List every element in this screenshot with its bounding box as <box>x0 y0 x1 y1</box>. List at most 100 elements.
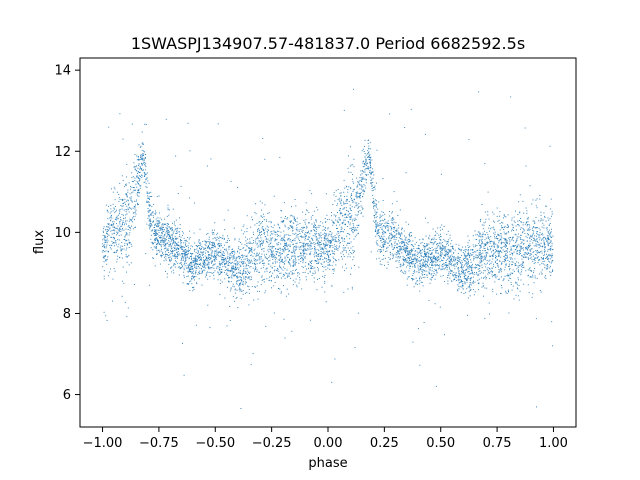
data-point <box>429 235 431 237</box>
data-point <box>383 235 385 237</box>
data-point <box>352 246 354 248</box>
data-point <box>508 226 509 228</box>
data-point <box>337 248 339 250</box>
data-point <box>375 235 377 237</box>
data-point <box>264 292 266 294</box>
data-point <box>492 256 494 257</box>
data-point <box>507 227 509 229</box>
data-point <box>345 213 347 215</box>
data-point <box>309 247 311 249</box>
data-point <box>425 245 427 247</box>
data-point <box>433 237 435 239</box>
data-point <box>457 258 459 260</box>
data-point <box>269 259 271 261</box>
data-point <box>394 227 395 229</box>
data-point <box>204 262 205 264</box>
data-point <box>368 148 370 150</box>
data-point <box>266 253 267 255</box>
data-point <box>267 226 269 228</box>
data-point <box>120 205 122 206</box>
data-point <box>527 233 529 235</box>
data-point <box>242 256 244 258</box>
data-point <box>206 264 208 266</box>
data-point <box>218 267 220 269</box>
data-point <box>467 251 469 253</box>
data-point <box>322 275 324 277</box>
data-point <box>240 408 242 409</box>
data-point <box>224 229 226 231</box>
data-point <box>519 264 521 266</box>
data-point <box>400 256 401 258</box>
data-point <box>406 278 408 280</box>
data-point <box>171 271 173 273</box>
data-point <box>550 231 552 233</box>
data-point <box>190 261 192 263</box>
data-point <box>396 228 398 230</box>
data-point <box>195 258 197 259</box>
data-point <box>381 228 383 230</box>
data-point <box>195 259 197 260</box>
data-point <box>434 258 436 260</box>
data-point <box>438 258 440 260</box>
data-point <box>245 255 247 257</box>
data-point <box>107 240 109 242</box>
data-point <box>263 233 265 235</box>
data-point <box>547 258 549 260</box>
data-point <box>312 266 314 267</box>
data-point <box>329 241 331 243</box>
data-point <box>308 212 310 214</box>
data-point <box>293 263 295 265</box>
data-point <box>509 269 511 271</box>
data-point <box>508 279 510 281</box>
data-point <box>493 244 495 245</box>
data-point <box>547 242 549 244</box>
data-point <box>232 266 234 268</box>
data-point <box>165 254 167 256</box>
data-point <box>439 245 441 247</box>
data-point <box>449 268 450 270</box>
data-point <box>535 238 537 240</box>
data-point <box>247 277 249 279</box>
data-point <box>492 271 494 273</box>
data-point <box>247 238 248 240</box>
data-point <box>431 277 433 279</box>
data-point <box>158 195 160 197</box>
data-point <box>134 189 136 191</box>
data-point <box>195 275 197 277</box>
data-point <box>499 239 501 241</box>
data-point <box>526 221 528 223</box>
data-point <box>128 220 130 222</box>
data-point <box>143 162 144 164</box>
data-point <box>427 248 429 250</box>
data-point <box>357 181 359 183</box>
data-point <box>275 253 277 255</box>
data-point <box>219 293 221 295</box>
data-point <box>163 239 165 241</box>
data-point <box>392 217 394 219</box>
data-point <box>496 236 497 237</box>
data-point <box>315 243 317 245</box>
data-point <box>168 257 169 259</box>
data-point <box>433 273 435 274</box>
data-point <box>158 235 160 237</box>
data-point <box>508 243 510 245</box>
data-point <box>335 240 337 242</box>
data-point <box>452 274 454 276</box>
data-point <box>188 268 190 270</box>
data-point <box>329 263 330 265</box>
data-point <box>367 167 369 169</box>
data-point <box>229 261 231 263</box>
data-point <box>166 222 168 224</box>
data-point <box>382 245 384 247</box>
data-point <box>543 248 545 250</box>
data-point <box>195 256 197 258</box>
data-point <box>426 274 428 276</box>
data-point <box>143 159 145 161</box>
data-point <box>262 279 264 281</box>
data-point <box>314 230 316 232</box>
data-point <box>312 272 314 274</box>
data-point <box>353 238 355 240</box>
data-point <box>365 165 367 167</box>
data-point <box>509 268 511 269</box>
data-point <box>268 248 270 250</box>
